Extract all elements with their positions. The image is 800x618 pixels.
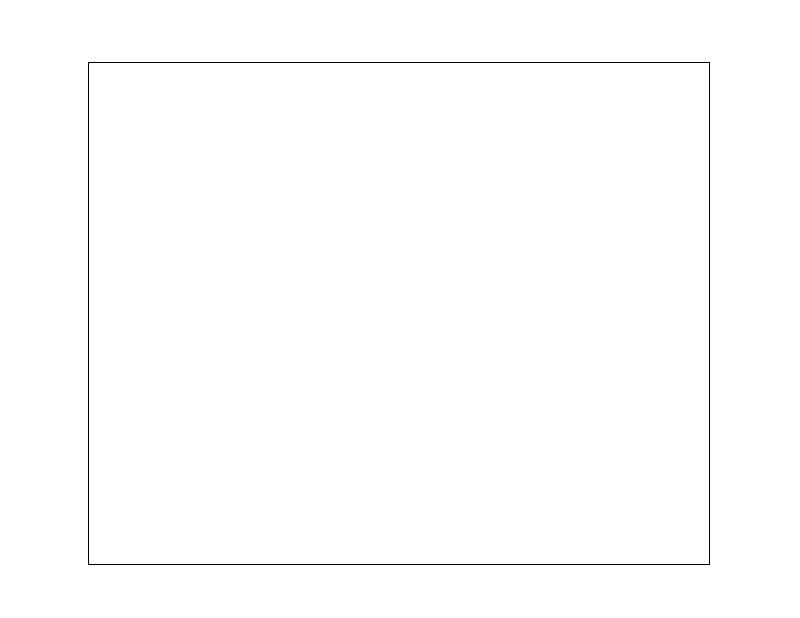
map-svg xyxy=(89,63,709,564)
colorbar-svg xyxy=(716,85,786,560)
colorbar xyxy=(716,85,786,560)
map-plot xyxy=(88,62,710,565)
